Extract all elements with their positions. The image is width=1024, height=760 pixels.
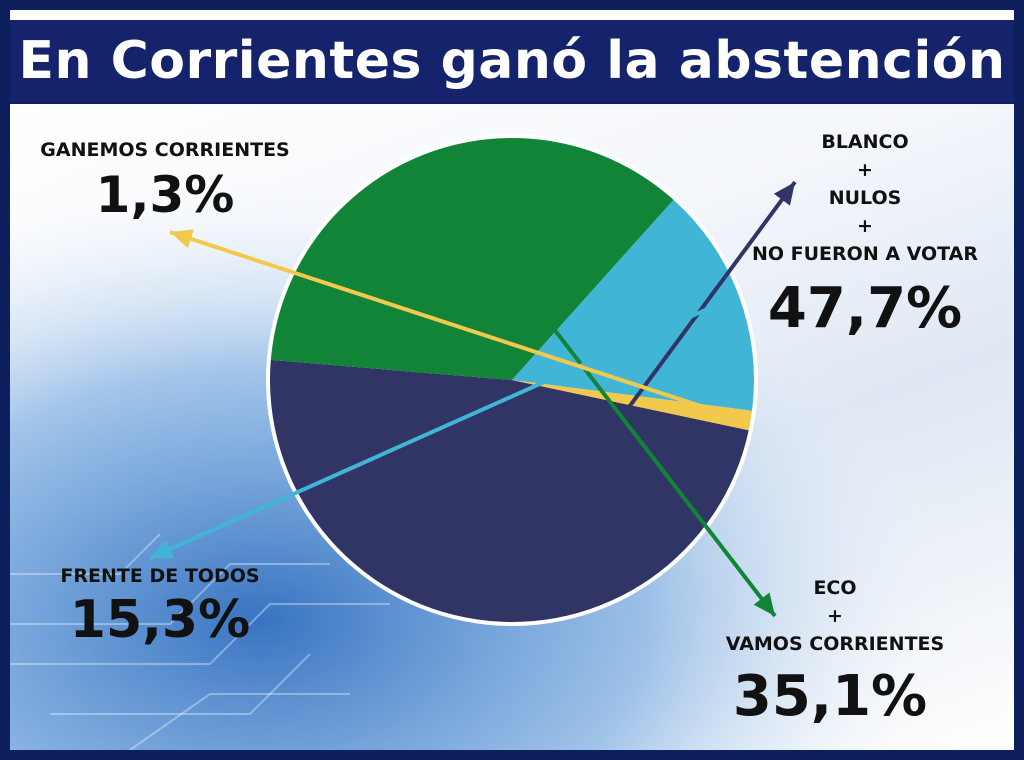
- label-line: GANEMOS CORRIENTES: [40, 139, 290, 161]
- slice-frente-de-todos: [512, 199, 754, 411]
- value-eco-vamos-corrientes: 35,1%: [732, 664, 928, 729]
- label-line: NULOS: [828, 187, 902, 209]
- chart-panel: BLANCO + NULOS + NO FUERON A VOTAR 47,7%…: [10, 104, 1014, 750]
- connector-arrowhead: [150, 539, 175, 559]
- slice-eco-vamos-corrientes: [270, 137, 674, 380]
- label-blanco-nulos-abstencion: BLANCO + NULOS + NO FUERON A VOTAR: [730, 128, 1000, 268]
- chart-title: En Corrientes ganó la abstención: [18, 31, 1006, 91]
- label-line: VAMOS CORRIENTES: [725, 633, 945, 655]
- pie-chart: [10, 104, 1014, 750]
- label-line: +: [857, 215, 873, 237]
- connector-line: [149, 296, 733, 560]
- title-bar: [10, 10, 1014, 102]
- label-line: +: [827, 605, 843, 627]
- background-circuit-lines: [10, 533, 390, 750]
- label-line: FRENTE DE TODOS: [60, 565, 260, 587]
- value-ganemos-corrientes: 1,3%: [95, 166, 235, 224]
- pie-slices: [266, 134, 758, 626]
- connector-line: [423, 160, 777, 618]
- connector-arrowhead: [170, 229, 194, 249]
- connector-line: [169, 230, 740, 421]
- connector-arrowhead: [773, 182, 795, 206]
- label-eco-vamos-corrientes: ECO + VAMOS CORRIENTES: [700, 574, 970, 658]
- connector-line: [476, 180, 797, 614]
- label-line: BLANCO: [821, 131, 909, 153]
- label-frente-de-todos: FRENTE DE TODOS: [30, 562, 290, 590]
- connector-arrows: [149, 160, 797, 618]
- title-bar-top-rule: [10, 10, 1014, 20]
- value-blanco-nulos-abstencion: 47,7%: [767, 276, 963, 341]
- label-line: NO FUERON A VOTAR: [751, 243, 978, 265]
- value-frente-de-todos: 15,3%: [69, 590, 251, 650]
- connector-arrowhead: [753, 592, 775, 616]
- label-ganemos-corrientes: GANEMOS CORRIENTES: [20, 136, 310, 164]
- label-line: +: [857, 159, 873, 181]
- label-line: ECO: [813, 577, 857, 599]
